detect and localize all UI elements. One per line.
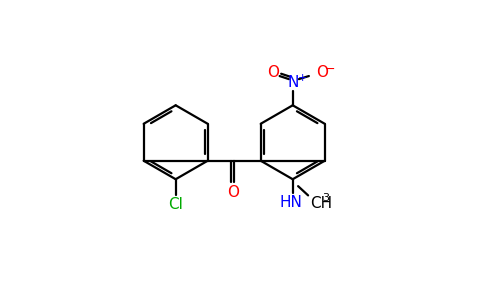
Text: 3: 3 — [322, 193, 329, 203]
Text: −: − — [324, 63, 335, 76]
Text: O: O — [317, 65, 329, 80]
Text: O: O — [268, 65, 279, 80]
Text: +: + — [297, 73, 307, 83]
Text: CH: CH — [310, 196, 332, 211]
Text: O: O — [227, 185, 240, 200]
Text: Cl: Cl — [168, 197, 183, 212]
Text: N: N — [287, 75, 299, 90]
Text: HN: HN — [280, 195, 302, 210]
